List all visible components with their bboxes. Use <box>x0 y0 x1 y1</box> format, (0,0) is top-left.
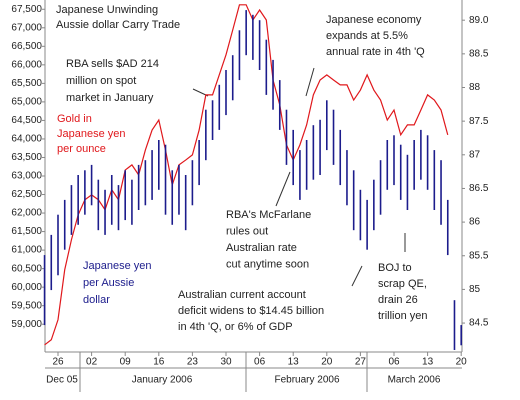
y-tick-label: 63,500 <box>11 152 42 163</box>
x-tick-label: 27 <box>355 357 367 368</box>
annotation: Australian current account <box>178 289 306 301</box>
y-tick-label: 66,000 <box>11 59 42 70</box>
legend-label: Japanese yen <box>57 128 126 140</box>
x-group-label: January 2006 <box>132 375 193 386</box>
y-tick-label: 65,000 <box>11 97 42 108</box>
x-tick-label: 16 <box>153 357 165 368</box>
annotation: cut anytime soon <box>226 258 309 270</box>
y2-tick-label: 87 <box>469 149 481 160</box>
annotation: Australian rate <box>226 242 297 254</box>
y2-tick-label: 87.5 <box>469 116 489 127</box>
annotation: trillion yen <box>378 310 428 322</box>
y2-tick-label: 85 <box>469 284 481 295</box>
x-tick-label: 20 <box>456 357 468 368</box>
x-tick-label: 23 <box>187 357 199 368</box>
x-group-label: February 2006 <box>274 375 339 386</box>
y-tick-label: 61,000 <box>11 245 42 256</box>
x-group-label: March 2006 <box>388 375 441 386</box>
annotation: scrap QE, <box>378 278 427 290</box>
annotation: drain 26 <box>378 294 418 306</box>
annotation: RBA sells $AD 214 <box>66 58 159 70</box>
y2-tick-label: 85.5 <box>469 250 489 261</box>
x-tick-label: 06 <box>388 357 400 368</box>
annotation: expands at 5.5% <box>326 30 408 42</box>
arrow <box>305 67 315 97</box>
y-tick-label: 65,500 <box>11 78 42 89</box>
legend-label: per Aussie <box>83 277 134 289</box>
y-tick-label: 64,000 <box>11 134 42 145</box>
annotation: rules out <box>226 225 268 237</box>
annotation: annual rate in 4th 'Q <box>326 46 425 58</box>
y-tick-label: 64,500 <box>11 115 42 126</box>
y2-tick-label: 89.0 <box>469 15 489 26</box>
annotation: in 4th 'Q, or 6% of GDP <box>178 321 293 333</box>
y2-tick-label: 84.5 <box>469 318 489 329</box>
y-tick-label: 59,500 <box>11 300 42 311</box>
y-tick-label: 62,000 <box>11 208 42 219</box>
arrow <box>351 265 363 287</box>
legend-label: dollar <box>83 294 110 306</box>
x-tick-label: 30 <box>220 357 232 368</box>
y-tick-label: 60,500 <box>11 263 42 274</box>
y2-tick-label: 86 <box>469 217 481 228</box>
annotation: Japanese economy <box>326 14 422 26</box>
y2-tick-label: 86.5 <box>469 183 489 194</box>
y-tick-label: 61,500 <box>11 226 42 237</box>
annotation: BOJ to <box>378 262 412 274</box>
y-tick-label: 67,000 <box>11 22 42 33</box>
x-tick-label: 20 <box>321 357 333 368</box>
x-tick-label: 06 <box>254 357 266 368</box>
legend-label: Gold in <box>57 113 92 125</box>
x-tick-label: 09 <box>120 357 132 368</box>
annotation: market in January <box>66 92 154 104</box>
x-tick-label: 13 <box>288 357 300 368</box>
y-tick-label: 60,000 <box>11 282 42 293</box>
annotation: million on spot <box>66 75 136 87</box>
arrow <box>275 171 291 207</box>
x-tick-label: 26 <box>52 357 64 368</box>
x-tick-label: 02 <box>86 357 98 368</box>
y-tick-label: 67,500 <box>11 4 42 15</box>
annotation: RBA's McFarlane <box>226 209 311 221</box>
y2-tick-label: 88.5 <box>469 48 489 59</box>
x-group-label: Dec 05 <box>46 375 78 386</box>
y-tick-label: 59,000 <box>11 319 42 330</box>
x-tick-label: 13 <box>422 357 434 368</box>
legend-label: per ounce <box>57 143 106 155</box>
legend-label: Japanese yen <box>83 260 152 272</box>
y-tick-label: 63,000 <box>11 171 42 182</box>
chart-title: Aussie dollar Carry Trade <box>56 19 180 31</box>
annotation: deficit widens to $14.45 billion <box>178 305 324 317</box>
y2-tick-label: 88 <box>469 82 481 93</box>
y-tick-label: 66,500 <box>11 41 42 52</box>
chart-title: Japanese Unwinding <box>56 4 158 16</box>
y-tick-label: 62,500 <box>11 189 42 200</box>
